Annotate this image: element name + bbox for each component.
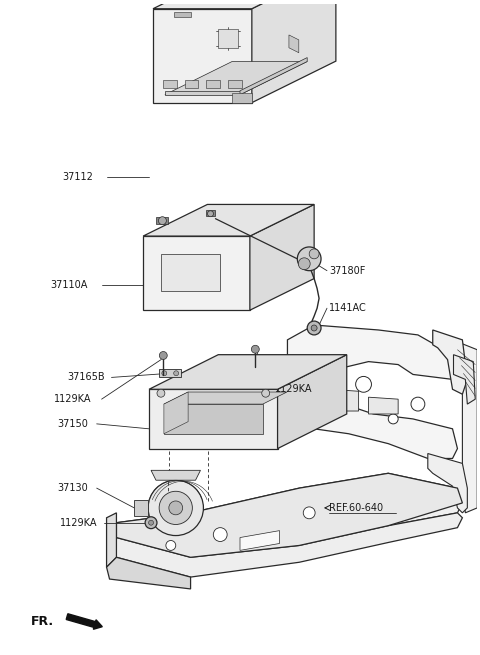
Polygon shape xyxy=(143,204,314,236)
Polygon shape xyxy=(164,392,287,404)
Circle shape xyxy=(303,507,315,519)
Circle shape xyxy=(207,211,214,217)
Circle shape xyxy=(174,371,179,376)
Polygon shape xyxy=(218,29,238,48)
Polygon shape xyxy=(163,80,177,88)
Text: 1129KA: 1129KA xyxy=(60,517,97,528)
Circle shape xyxy=(162,371,167,376)
Text: 1129KA: 1129KA xyxy=(275,384,312,394)
Polygon shape xyxy=(153,9,252,103)
Polygon shape xyxy=(232,93,252,103)
Text: 37110A: 37110A xyxy=(50,280,87,290)
Polygon shape xyxy=(240,58,307,95)
Polygon shape xyxy=(113,513,462,577)
Polygon shape xyxy=(113,474,462,557)
Circle shape xyxy=(149,520,154,525)
Polygon shape xyxy=(185,80,199,88)
Circle shape xyxy=(309,249,319,259)
Circle shape xyxy=(252,345,259,353)
Polygon shape xyxy=(250,204,314,310)
Polygon shape xyxy=(161,254,220,291)
Circle shape xyxy=(159,352,167,360)
Polygon shape xyxy=(174,12,192,17)
Circle shape xyxy=(166,540,176,550)
Polygon shape xyxy=(205,210,216,215)
Polygon shape xyxy=(279,325,457,458)
Polygon shape xyxy=(107,557,191,589)
Polygon shape xyxy=(252,0,336,103)
Polygon shape xyxy=(156,217,168,223)
Polygon shape xyxy=(164,392,188,434)
Text: 37130: 37130 xyxy=(57,483,88,493)
Polygon shape xyxy=(134,500,148,515)
Text: 37180F: 37180F xyxy=(329,266,365,276)
Circle shape xyxy=(213,528,227,542)
Circle shape xyxy=(388,414,398,424)
Circle shape xyxy=(169,501,183,515)
Circle shape xyxy=(311,325,317,331)
Polygon shape xyxy=(228,80,242,88)
Polygon shape xyxy=(151,470,201,480)
Circle shape xyxy=(307,321,321,335)
Circle shape xyxy=(159,491,192,525)
Text: 1141AC: 1141AC xyxy=(329,303,367,313)
Polygon shape xyxy=(206,80,220,88)
Polygon shape xyxy=(433,330,468,394)
Circle shape xyxy=(411,397,425,411)
Polygon shape xyxy=(289,35,299,52)
Polygon shape xyxy=(369,397,398,414)
Polygon shape xyxy=(117,474,462,557)
Polygon shape xyxy=(143,236,250,310)
Polygon shape xyxy=(165,62,307,95)
Polygon shape xyxy=(153,0,336,9)
Circle shape xyxy=(297,247,321,271)
Polygon shape xyxy=(149,389,277,449)
Text: 37150: 37150 xyxy=(57,419,88,429)
Circle shape xyxy=(157,389,165,397)
Polygon shape xyxy=(164,404,263,434)
Circle shape xyxy=(148,480,204,536)
Circle shape xyxy=(145,517,157,529)
Polygon shape xyxy=(453,340,477,513)
Polygon shape xyxy=(240,531,279,550)
Text: 37165B: 37165B xyxy=(67,373,105,383)
Polygon shape xyxy=(159,369,181,377)
Text: 1129KA: 1129KA xyxy=(54,394,92,404)
Circle shape xyxy=(158,217,167,225)
Polygon shape xyxy=(329,389,359,411)
Circle shape xyxy=(262,389,270,397)
FancyArrow shape xyxy=(66,614,102,629)
Polygon shape xyxy=(165,91,240,95)
Polygon shape xyxy=(428,453,468,513)
Text: 37112: 37112 xyxy=(62,172,93,182)
Polygon shape xyxy=(107,513,117,567)
Circle shape xyxy=(298,258,310,270)
Text: FR.: FR. xyxy=(30,615,54,628)
Polygon shape xyxy=(277,354,347,449)
Text: REF.60-640: REF.60-640 xyxy=(329,503,383,513)
Circle shape xyxy=(356,377,372,392)
Polygon shape xyxy=(149,354,347,389)
Polygon shape xyxy=(454,354,475,404)
